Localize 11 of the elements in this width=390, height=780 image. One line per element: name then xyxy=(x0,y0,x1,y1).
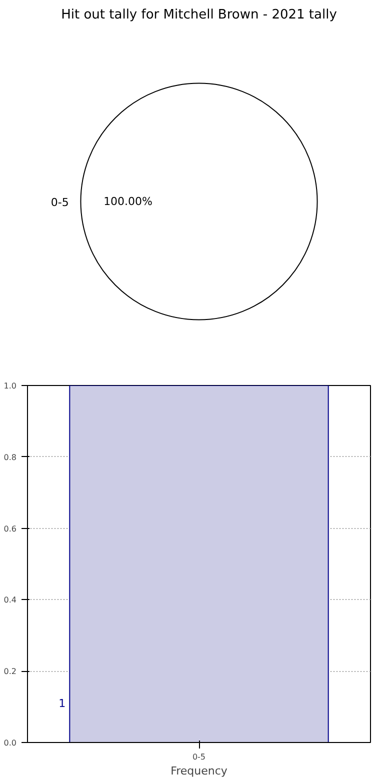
data-label: 100.00% xyxy=(104,195,153,208)
x-axis-title: Frequency xyxy=(170,764,228,778)
data-label: 1 xyxy=(58,696,66,710)
slice-label: 0-5 xyxy=(50,196,69,209)
y-tick-label: 0.8 xyxy=(4,452,17,462)
y-tick-label: 0.2 xyxy=(4,667,17,676)
y-tick-label: 1.0 xyxy=(4,382,17,390)
chart-title: Hit out tally for Mitchell Brown - 2021 tally xyxy=(61,8,338,22)
y-tick-label: 0.0 xyxy=(4,738,17,748)
y-tick-label: 0.4 xyxy=(4,596,17,605)
y-tick-label: 0.6 xyxy=(4,524,17,534)
